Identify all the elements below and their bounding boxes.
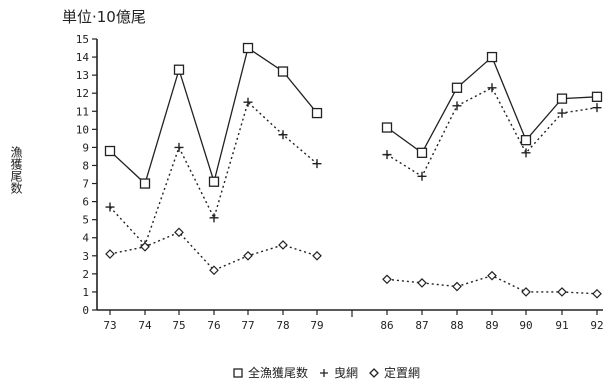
data-point-plus <box>418 172 427 181</box>
x-tick-label: 87 <box>415 319 428 332</box>
legend-label-setnet: 定置網 <box>384 364 420 381</box>
legend-label-total: 全漁獲尾数 <box>248 364 308 381</box>
x-tick-label: 88 <box>450 319 463 332</box>
data-point-plus <box>593 103 602 112</box>
y-tick-label: 2 <box>82 268 89 281</box>
series-line-plus <box>110 102 317 245</box>
series-line-diamond <box>110 232 317 270</box>
x-tick-label: 79 <box>310 319 323 332</box>
y-tick-label: 4 <box>82 232 89 245</box>
data-point-square <box>593 92 602 101</box>
data-point-diamond <box>106 250 114 258</box>
data-point-plus <box>244 98 253 107</box>
legend-item-setnet: 定置網 <box>368 364 420 381</box>
x-tick-label: 74 <box>138 319 152 332</box>
data-point-square <box>383 123 392 132</box>
x-tick-label: 73 <box>103 319 116 332</box>
data-point-plus <box>453 101 462 110</box>
data-point-square <box>453 83 462 92</box>
data-point-plus <box>383 150 392 159</box>
data-point-diamond <box>522 288 530 296</box>
y-tick-label: 3 <box>82 250 89 263</box>
data-point-plus <box>313 159 322 168</box>
data-point-diamond <box>313 252 321 260</box>
x-tick-label: 86 <box>380 319 393 332</box>
data-point-diamond <box>558 288 566 296</box>
y-tick-label: 10 <box>76 123 89 136</box>
legend-item-trawl: 曳網 <box>318 364 358 381</box>
y-tick-label: 6 <box>82 196 89 209</box>
x-tick-label: 92 <box>590 319 603 332</box>
data-point-square <box>558 94 567 103</box>
y-axis-label: 漁獲尾数 <box>6 146 22 194</box>
data-point-square <box>418 148 427 157</box>
data-point-diamond <box>141 243 149 251</box>
y-tick-label: 8 <box>82 159 89 172</box>
data-point-plus <box>488 83 497 92</box>
y-tick-label: 5 <box>82 214 89 227</box>
data-point-diamond <box>244 252 252 260</box>
y-tick-label: 12 <box>76 87 89 100</box>
legend-item-total: 全漁獲尾数 <box>232 364 308 381</box>
data-point-square <box>141 179 150 188</box>
data-point-square <box>244 44 253 53</box>
data-point-diamond <box>488 272 496 280</box>
y-tick-label: 15 <box>76 33 89 46</box>
y-tick-label: 11 <box>76 105 89 118</box>
data-point-square <box>522 136 531 145</box>
x-tick-label: 75 <box>172 319 185 332</box>
data-point-square <box>210 177 219 186</box>
x-tick-label: 76 <box>207 319 220 332</box>
data-point-diamond <box>418 279 426 287</box>
y-tick-label: 1 <box>82 286 89 299</box>
y-tick-label: 14 <box>76 51 90 64</box>
legend-label-trawl: 曳網 <box>334 364 358 381</box>
data-point-plus <box>106 203 115 212</box>
x-tick-label: 91 <box>555 319 568 332</box>
data-point-plus <box>210 213 219 222</box>
plus-marker-icon <box>318 367 330 379</box>
data-point-square <box>313 109 322 118</box>
y-tick-label: 9 <box>82 141 89 154</box>
x-tick-label: 89 <box>485 319 498 332</box>
data-point-square <box>106 147 115 156</box>
data-point-square <box>279 67 288 76</box>
series-line-square <box>387 57 597 153</box>
unit-label: 単位·10億尾 <box>62 6 146 27</box>
x-tick-label: 77 <box>241 319 254 332</box>
y-tick-label: 0 <box>82 304 89 317</box>
square-marker-icon <box>232 367 244 379</box>
legend: 全漁獲尾数 曳網 定置網 <box>232 364 420 381</box>
data-point-square <box>175 65 184 74</box>
data-point-diamond <box>279 241 287 249</box>
data-point-diamond <box>593 290 601 298</box>
diamond-marker-icon <box>368 367 380 379</box>
data-point-plus <box>522 148 531 157</box>
data-point-square <box>488 53 497 62</box>
x-tick-label: 90 <box>519 319 532 332</box>
data-point-plus <box>175 143 184 152</box>
x-tick-label: 78 <box>276 319 289 332</box>
y-tick-label: 13 <box>76 69 89 82</box>
data-point-diamond <box>453 283 461 291</box>
data-point-diamond <box>383 275 391 283</box>
y-tick-label: 7 <box>82 178 89 191</box>
